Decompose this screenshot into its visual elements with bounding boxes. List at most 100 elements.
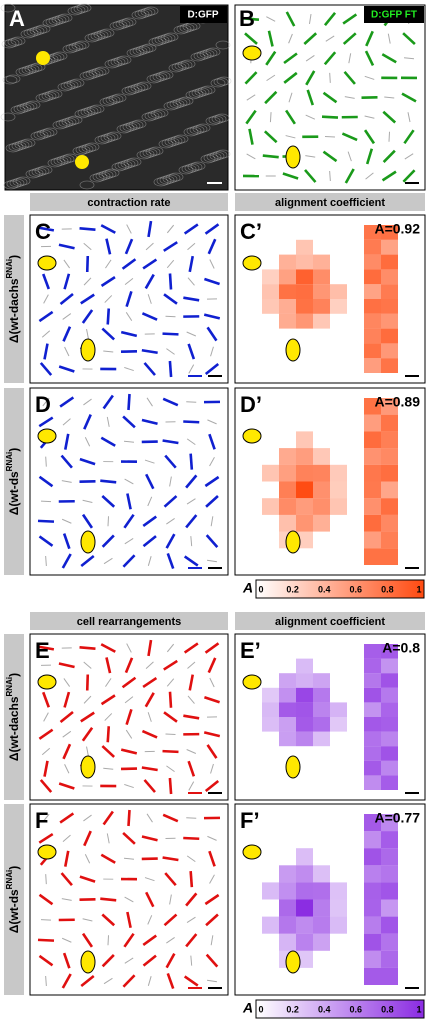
vector	[100, 436, 116, 447]
vector	[384, 96, 395, 99]
vector	[124, 537, 134, 545]
vector	[188, 255, 195, 273]
heat-cell	[381, 514, 398, 532]
vector	[364, 50, 375, 67]
vector	[104, 713, 113, 721]
vector	[285, 135, 296, 139]
texture	[0, 3, 16, 13]
heat-cell	[296, 481, 313, 499]
heat-cell	[262, 702, 279, 717]
vector	[365, 30, 374, 47]
vector	[120, 330, 138, 338]
heat-cell	[364, 464, 381, 482]
row-label-bar	[4, 634, 24, 800]
vector	[106, 308, 111, 325]
texture	[4, 38, 20, 48]
vector	[101, 745, 116, 758]
heat-cell	[364, 933, 381, 951]
vector	[100, 479, 117, 484]
vector	[43, 343, 49, 360]
vector	[404, 153, 414, 160]
colorbar-tick: 1	[416, 584, 421, 594]
heat-cell	[381, 673, 398, 688]
vector	[124, 366, 134, 372]
texture	[2, 75, 18, 85]
vector	[169, 476, 172, 487]
texture	[130, 83, 146, 93]
vector	[62, 952, 71, 969]
heat-cell	[364, 658, 381, 674]
texture	[148, 146, 164, 156]
texture	[99, 28, 115, 38]
texture	[10, 105, 26, 115]
vector	[321, 115, 339, 119]
heat-cell	[381, 284, 398, 299]
heat-cell	[381, 328, 398, 344]
panel-letter: C	[35, 219, 51, 244]
texture	[34, 166, 50, 176]
marker	[37, 428, 57, 444]
vector	[323, 11, 337, 27]
texture	[35, 24, 51, 34]
vector	[100, 276, 116, 287]
vector	[121, 676, 137, 689]
texture	[102, 96, 118, 106]
texture	[162, 174, 178, 184]
texture	[22, 101, 38, 111]
vector	[124, 278, 134, 285]
vector	[403, 129, 415, 145]
texture	[150, 109, 166, 119]
vector	[165, 533, 176, 549]
vector	[101, 913, 116, 927]
texture	[21, 65, 37, 75]
vector	[147, 294, 152, 304]
texture	[80, 107, 96, 117]
vector	[59, 812, 75, 824]
texture	[5, 74, 21, 84]
texture	[178, 96, 194, 106]
texture	[215, 149, 231, 159]
vector	[142, 934, 157, 946]
texture	[174, 61, 190, 71]
texture	[82, 70, 98, 80]
vector	[246, 94, 256, 101]
texture	[176, 24, 192, 34]
vector	[186, 916, 196, 923]
heat-cell	[381, 225, 398, 240]
texture	[156, 176, 172, 186]
vector	[105, 259, 112, 269]
vector	[282, 172, 299, 180]
vector	[147, 915, 153, 925]
vector	[147, 639, 153, 657]
vector	[58, 782, 75, 790]
panel-letter: D’	[240, 392, 262, 417]
texture	[215, 40, 231, 50]
colorbar-tick: 0.2	[286, 1004, 299, 1014]
heat-cell	[262, 464, 279, 482]
panel-letter: A	[9, 6, 25, 31]
texture	[205, 116, 221, 126]
vector	[206, 979, 218, 983]
texture	[88, 68, 104, 78]
vector	[185, 514, 198, 529]
texture	[20, 138, 36, 148]
texture	[31, 167, 47, 177]
texture	[25, 169, 41, 179]
vector	[122, 554, 136, 568]
texture	[126, 48, 142, 58]
vector	[106, 416, 110, 427]
texture	[120, 159, 136, 169]
vector	[103, 977, 113, 985]
vector	[183, 223, 199, 235]
texture	[139, 149, 155, 159]
vector	[183, 642, 199, 654]
vector	[104, 295, 113, 303]
texture	[113, 56, 129, 66]
texture	[84, 142, 100, 152]
vector	[285, 11, 296, 27]
texture	[161, 138, 177, 148]
colorbar	[255, 579, 425, 599]
heat-cell	[279, 702, 296, 717]
texture	[107, 58, 123, 68]
texture	[185, 90, 201, 100]
